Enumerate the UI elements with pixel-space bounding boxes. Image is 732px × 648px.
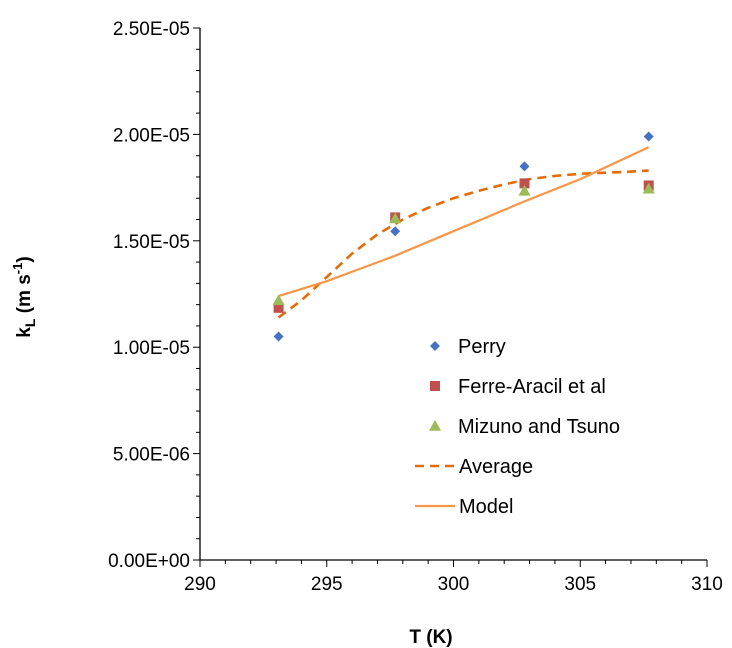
legend-marker-perry (430, 341, 440, 351)
legend-label-ferre-aracil-et-al: Ferre-Aracil et al (458, 376, 606, 398)
legend-label-model: Model (459, 496, 513, 518)
y-tick-label: 1.50E-05 (113, 232, 190, 253)
x-tick-label: 310 (691, 574, 723, 595)
data-point-perry (519, 161, 530, 172)
data-point-ferre-aracil-et-al (273, 302, 284, 313)
x-axis-title: T (K) (409, 627, 452, 648)
y-axis-title-base: k (14, 327, 35, 338)
plot-area (272, 131, 655, 342)
series-line-model (278, 146, 650, 298)
data-point-ferre-aracil-et-al (519, 178, 530, 189)
y-tick-label: 1.00E-05 (113, 338, 190, 359)
data-point-mizuno-and-tsuno (272, 294, 285, 306)
legend-label-average: Average (459, 456, 533, 478)
y-axis-title-unit: (m s (14, 274, 35, 318)
y-axis-title-sub: L (22, 318, 38, 327)
legend-marker-mizuno-and-tsuno (429, 420, 441, 431)
y-axis-title: kL (m s-1) (10, 256, 38, 337)
y-tick-label: 2.50E-05 (113, 19, 190, 40)
data-point-mizuno-and-tsuno (518, 184, 531, 196)
data-point-mizuno-and-tsuno (642, 182, 655, 194)
y-tick-label: 0.00E+00 (108, 551, 190, 572)
y-axis-title-close: ) (14, 256, 35, 262)
legend: Perry Ferre-Aracil et al Mizuno and Tsuno A… (415, 336, 620, 518)
x-tick-label: 295 (311, 574, 343, 595)
series-line-average (277, 169, 649, 319)
data-point-perry (273, 331, 284, 342)
y-tick-label: 2.00E-05 (113, 125, 190, 146)
legend-marker-ferre-aracil-et-al (430, 381, 440, 391)
y-tick-label: 5.00E-06 (113, 445, 190, 466)
y-axis-title-sup: -1 (10, 263, 25, 275)
legend-label-mizuno-and-tsuno: Mizuno and Tsuno (458, 416, 620, 438)
data-point-mizuno-and-tsuno (389, 212, 402, 224)
legend-label-perry: Perry (458, 336, 506, 358)
x-tick-label: 300 (438, 574, 470, 595)
data-point-perry (643, 131, 654, 142)
x-tick-label: 290 (184, 574, 216, 595)
data-point-perry (390, 226, 401, 237)
x-tick-label: 305 (564, 574, 596, 595)
axes: 0.00E+00 5.00E-06 1.00E-05 1.50E-05 2.00E-05… (108, 19, 723, 595)
